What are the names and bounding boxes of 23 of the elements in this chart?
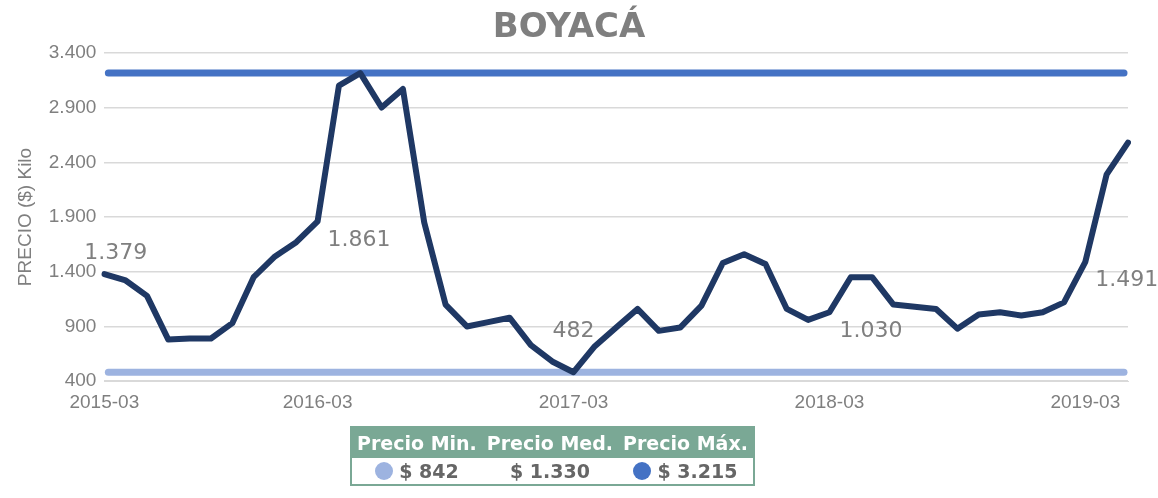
text: Precio Med. bbox=[481, 427, 619, 458]
x-tick-label: 2019-03 bbox=[1050, 390, 1121, 412]
text: $ 3.215 bbox=[656, 459, 739, 484]
chart-title: BOYACÁ bbox=[492, 5, 646, 46]
x-tick-label: 2016-03 bbox=[282, 390, 353, 412]
y-tick-label: 2.400 bbox=[48, 150, 97, 172]
y-axis-title: PRECIO ($) Kilo bbox=[13, 147, 35, 287]
y-tick-label: 3.400 bbox=[48, 41, 97, 63]
text: $ 1.330 bbox=[508, 459, 591, 484]
y-tick-label: 900 bbox=[64, 314, 97, 336]
data-label: 482 bbox=[552, 316, 595, 342]
y-tick-label: 400 bbox=[64, 369, 97, 391]
data-label: 1.491 bbox=[1095, 266, 1158, 292]
x-tick-label: 2015-03 bbox=[69, 390, 140, 412]
text: Precio Máx. bbox=[618, 427, 754, 458]
text: $ 842 bbox=[398, 459, 460, 484]
y-tick-label: 1.900 bbox=[48, 205, 97, 227]
data-label: 1.861 bbox=[327, 225, 391, 251]
y-tick-label: 2.900 bbox=[48, 95, 97, 117]
data-label: 1.030 bbox=[839, 316, 903, 342]
x-tick-label: 2017-03 bbox=[538, 390, 609, 412]
x-tick-label: 2018-03 bbox=[794, 390, 865, 412]
text: Precio Min. bbox=[351, 427, 482, 458]
